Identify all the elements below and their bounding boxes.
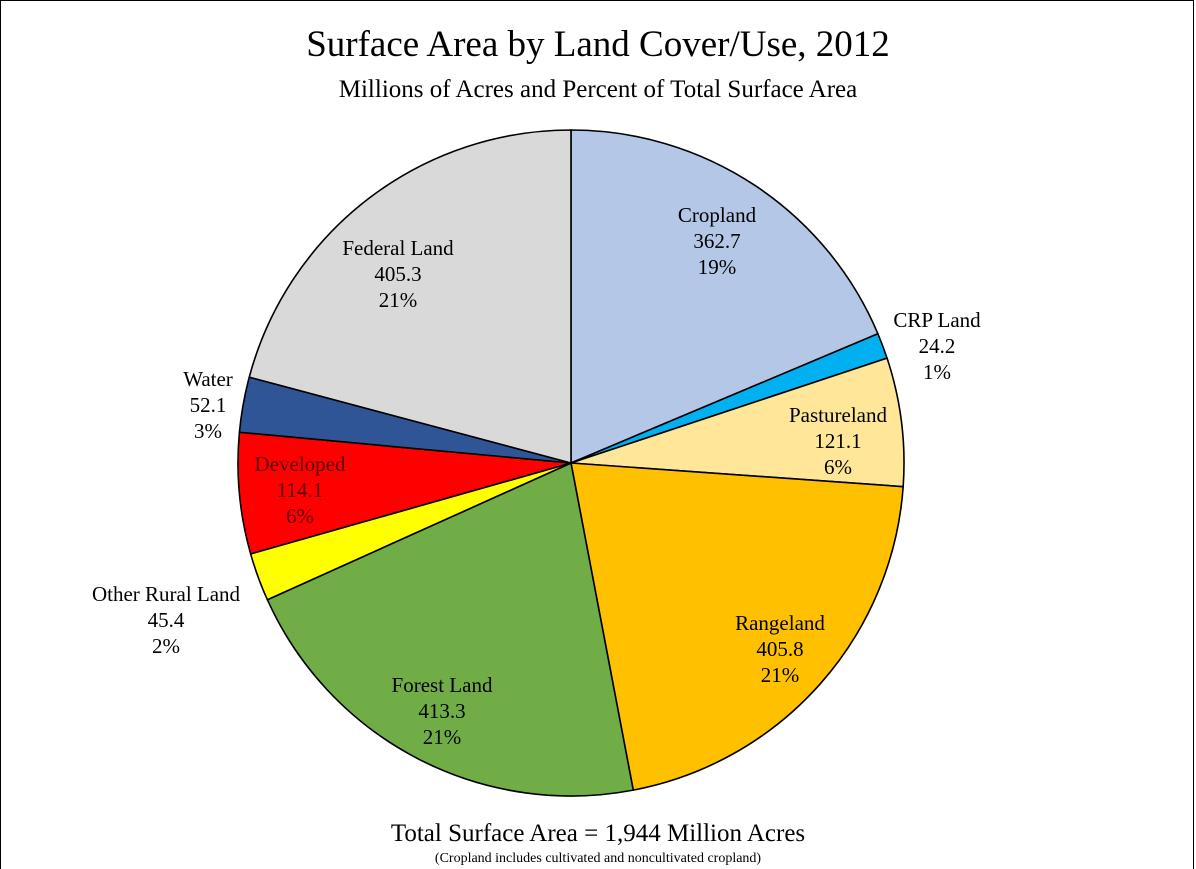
slice-cropland xyxy=(570,129,879,464)
label-other-rural-land-percent: 2% xyxy=(152,634,180,658)
slice-federal-land xyxy=(248,129,572,464)
label-rangeland-name: Rangeland xyxy=(735,611,825,635)
label-federal-land-percent: 21% xyxy=(379,288,418,312)
label-federal-land-name: Federal Land xyxy=(342,236,454,260)
label-pastureland-name: Pastureland xyxy=(789,403,887,427)
label-crp-land-percent: 1% xyxy=(923,360,951,384)
label-forest-land-percent: 21% xyxy=(423,725,462,749)
pie-slices xyxy=(237,129,905,797)
label-developed-value: 114.1 xyxy=(277,478,323,502)
label-other-rural-land-value: 45.4 xyxy=(148,608,185,632)
label-rangeland-value: 405.8 xyxy=(756,637,803,661)
label-pastureland-percent: 6% xyxy=(824,455,852,479)
slice-rangeland xyxy=(570,462,904,791)
slice-pastureland xyxy=(570,357,905,488)
label-forest-land-name: Forest Land xyxy=(392,673,493,697)
label-cropland-percent: 19% xyxy=(698,255,737,279)
label-developed-name: Developed xyxy=(255,452,346,476)
total-surface-area: Total Surface Area = 1,944 Million Acres xyxy=(391,820,805,847)
slice-developed xyxy=(237,431,572,555)
chart-title: Surface Area by Land Cover/Use, 2012 xyxy=(306,24,890,65)
label-federal-land-value: 405.3 xyxy=(374,262,421,286)
label-crp-land-value: 24.2 xyxy=(919,334,956,358)
label-cropland-value: 362.7 xyxy=(693,229,740,253)
label-water-value: 52.1 xyxy=(190,393,227,417)
label-crp-land-name: CRP Land xyxy=(893,308,981,332)
slice-forest-land xyxy=(266,462,635,797)
label-water-name: Water xyxy=(183,367,233,391)
label-pastureland-value: 121.1 xyxy=(814,429,861,453)
label-water-percent: 3% xyxy=(194,419,222,443)
chart-subtitle: Millions of Acres and Percent of Total S… xyxy=(339,76,857,103)
label-cropland-name: Cropland xyxy=(678,203,757,227)
label-rangeland-percent: 21% xyxy=(761,663,800,687)
label-developed-percent: 6% xyxy=(286,504,314,528)
cropland-note: (Cropland includes cultivated and noncul… xyxy=(435,851,762,866)
label-other-rural-land-name: Other Rural Land xyxy=(92,582,241,606)
label-forest-land-value: 413.3 xyxy=(418,699,465,723)
